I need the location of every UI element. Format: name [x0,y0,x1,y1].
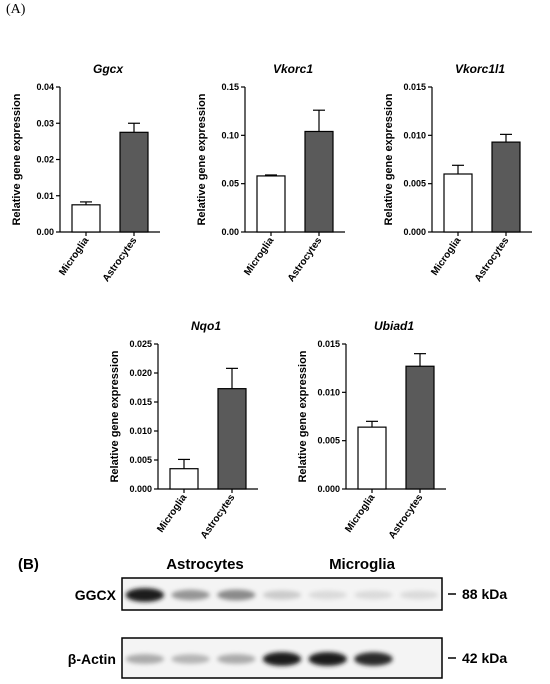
row-label: β-Actin [68,651,116,667]
bar-microglia [357,426,387,490]
y-tick-label: 0.005 [403,179,426,189]
y-tick-label: 0.01 [36,191,54,201]
y-tick-label: 0.015 [403,82,426,92]
blot-band [308,590,347,600]
y-tick-label: 0.000 [129,484,152,494]
blot-band [262,652,302,666]
bar-astrocytes [119,131,149,233]
y-tick-label: 0.015 [129,397,152,407]
y-tick-label: 0.015 [317,339,340,349]
x-tick-label: Microglia [155,492,189,535]
panel-label-a: (A) [6,2,26,17]
group-label-astrocytes: Astrocytes [166,556,244,573]
panel-label-b: (B) [18,556,39,573]
blot-band [171,654,210,664]
chart-title: Nqo1 [191,319,221,333]
blot-band [399,590,439,600]
blot-band [125,588,165,602]
y-tick-label: 0.005 [317,436,340,446]
y-axis-label: Relative gene expression [11,93,23,225]
y-tick-label: 0.02 [36,155,54,165]
blot-band [354,652,393,666]
blot-band [308,652,347,666]
bar-microglia [256,175,286,233]
x-tick-label: Microglia [429,235,463,278]
blot-band [354,590,393,600]
x-tick-label: Astrocytes [101,235,140,284]
y-tick-label: 0.00 [221,227,239,237]
bar-microglia [443,173,473,233]
bar-chart-ubiad1: Ubiad1 Relative gene expression 0.000 0.005… [297,319,446,541]
bar-astrocytes [491,141,521,233]
chart-title: Ggcx [93,62,124,76]
y-axis-label: Relative gene expression [196,93,208,225]
group-label-microglia: Microglia [329,556,396,573]
row-label: GGCX [75,587,117,603]
x-tick-label: Astrocytes [286,235,325,284]
western-blot: Astrocytes Microglia GGCX 88 kDa β-Actin 42 k… [68,556,507,679]
blot-band [217,589,256,601]
x-tick-label: Astrocytes [199,492,238,541]
bar-microglia [169,468,199,490]
y-tick-label: 0.010 [317,387,340,397]
y-tick-label: 0.05 [221,179,239,189]
bar-chart-vkorc1: Vkorc1 Relative gene expression 0.00 0.05 0.… [196,62,345,284]
y-tick-label: 0.00 [36,227,54,237]
x-tick-label: Microglia [343,492,377,535]
bar-chart-ggcx: Ggcx Relative gene expression 0.00 0.01 0.02… [11,62,160,284]
y-tick-label: 0.000 [317,484,340,494]
size-marker-label: 88 kDa [462,586,507,602]
chart-title: Ubiad1 [374,319,414,333]
y-tick-label: 0.005 [129,455,152,465]
chart-title: Vkorc1 [273,62,313,76]
y-tick-label: 0.025 [129,339,152,349]
bar-astrocytes [217,388,247,490]
blot-band [262,590,302,600]
y-tick-label: 0.10 [221,130,239,140]
y-tick-label: 0.010 [129,426,152,436]
y-axis-label: Relative gene expression [297,350,309,482]
x-tick-label: Astrocytes [387,492,426,541]
y-tick-label: 0.15 [221,82,239,92]
y-tick-label: 0.020 [129,368,152,378]
x-tick-label: Microglia [242,235,276,278]
blot-band [171,589,210,601]
y-tick-label: 0.04 [36,82,54,92]
bar-astrocytes [405,365,435,490]
y-axis-label: Relative gene expression [109,350,121,482]
bar-chart-vkorc1l1: Vkorc1l1 Relative gene expression 0.000 0.0… [383,62,532,284]
bar-chart-nqo1: Nqo1 Relative gene expression 0.000 0.005 0.… [109,319,258,541]
size-marker-label: 42 kDa [462,650,507,666]
y-tick-label: 0.03 [36,118,54,128]
bar-microglia [71,204,101,233]
x-tick-label: Astrocytes [473,235,512,284]
blot-band [125,654,165,664]
y-tick-label: 0.010 [403,130,426,140]
bar-astrocytes [304,130,334,233]
blot-band [217,654,256,664]
y-tick-label: 0.000 [403,227,426,237]
chart-title: Vkorc1l1 [455,62,505,76]
y-axis-label: Relative gene expression [383,93,395,225]
x-tick-label: Microglia [57,235,91,278]
